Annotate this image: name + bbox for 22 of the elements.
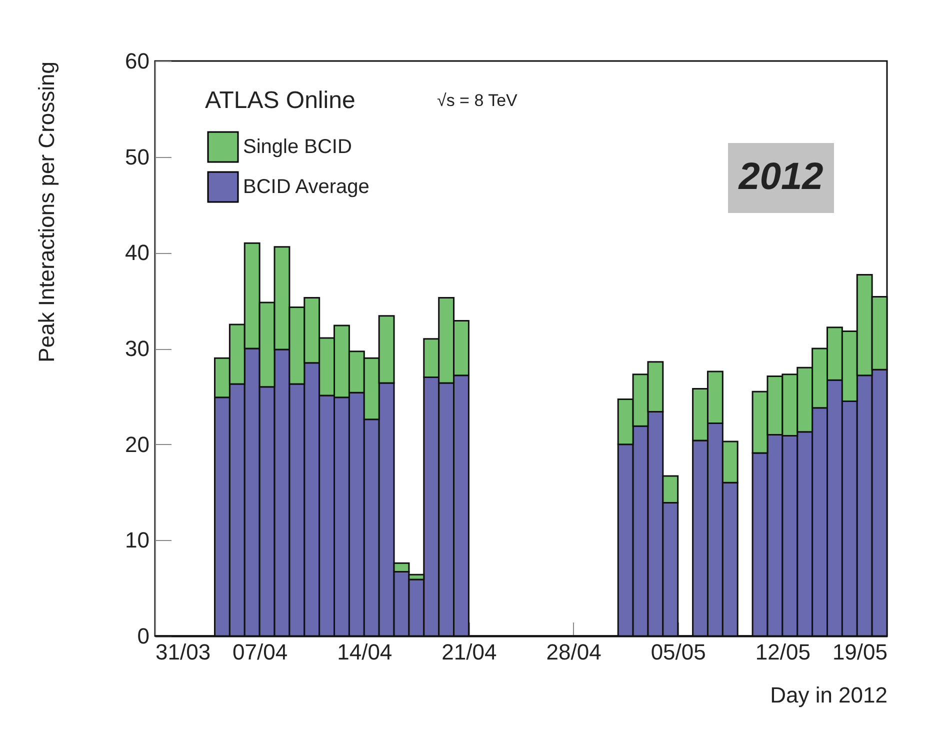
y-tick-label: 30 — [125, 336, 150, 361]
x-tick-label: 12/05 — [755, 640, 810, 664]
y-axis-title: Peak Interactions per Crossing — [34, 62, 60, 362]
annotation: ATLAS Online — [205, 87, 356, 114]
x-tick-label: 21/04 — [442, 640, 497, 664]
annotation: √s = 8 TeV — [437, 91, 518, 110]
y-tick-label: 20 — [125, 432, 150, 457]
x-axis-title: Day in 2012 — [770, 682, 888, 708]
y-tick-label: 60 — [125, 48, 150, 74]
legend-label: Single BCID — [243, 136, 352, 158]
x-tick-label: 31/03 — [156, 640, 211, 664]
x-tick-label: 07/04 — [232, 640, 288, 664]
annotation: 2012 — [738, 156, 824, 198]
x-tick-label: 28/04 — [546, 640, 602, 664]
legend-label: BCID Average — [243, 176, 370, 198]
y-tick-label: 40 — [125, 240, 150, 266]
y-tick-label: 10 — [125, 528, 150, 553]
x-tick-label: 14/04 — [337, 640, 392, 664]
x-tick-label: 19/05 — [832, 640, 888, 664]
y-tick-label: 0 — [137, 624, 150, 648]
x-tick-label: 05/05 — [650, 640, 706, 664]
y-tick-label: 50 — [125, 144, 150, 170]
